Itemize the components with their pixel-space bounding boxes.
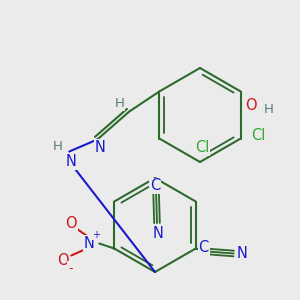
Text: H: H — [264, 103, 274, 116]
Text: C: C — [199, 240, 209, 255]
Text: N: N — [236, 246, 247, 261]
Text: N: N — [84, 236, 95, 251]
Text: O: O — [65, 216, 77, 231]
Text: H: H — [52, 140, 62, 153]
Text: Cl: Cl — [251, 128, 266, 143]
Text: -: - — [68, 262, 73, 275]
Text: N: N — [95, 140, 106, 155]
Text: O: O — [245, 98, 256, 113]
Text: C: C — [150, 178, 160, 194]
Text: N: N — [153, 226, 164, 241]
Text: Cl: Cl — [195, 140, 209, 155]
Text: N: N — [66, 154, 77, 169]
Text: H: H — [114, 97, 124, 110]
Text: O: O — [58, 253, 69, 268]
Text: +: + — [92, 230, 100, 239]
